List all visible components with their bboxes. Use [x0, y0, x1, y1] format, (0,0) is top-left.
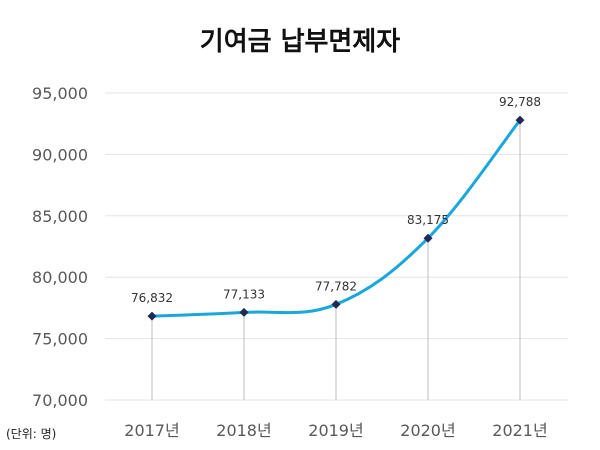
series-line: [150, 118, 522, 318]
data-label: 92,788: [499, 95, 541, 109]
y-axis-ticks: 70,000 75,000 80,000 85,000 90,000 95,000: [32, 84, 88, 410]
y-tick-label: 85,000: [32, 207, 88, 226]
y-tick-label: 70,000: [32, 391, 88, 410]
y-tick-label: 90,000: [32, 145, 88, 164]
data-label: 76,832: [131, 291, 173, 305]
x-tick-label: 2019년: [308, 421, 363, 440]
data-point-marker: [331, 299, 341, 309]
data-markers: [147, 115, 525, 321]
x-axis-ticks: 2017년 2018년 2019년 2020년 2021년: [124, 421, 547, 440]
data-label: 77,133: [223, 287, 265, 301]
chart-title: 기여금 납부면제자: [200, 27, 400, 57]
data-point-marker: [147, 311, 157, 321]
x-tick-label: 2021년: [492, 421, 547, 440]
data-label: 77,782: [315, 279, 357, 293]
y-tick-label: 75,000: [32, 330, 88, 349]
data-point-marker: [515, 115, 525, 125]
x-tick-label: 2017년: [124, 421, 179, 440]
drop-lines: [151, 120, 521, 400]
gridlines: [105, 92, 568, 401]
unit-note: (단위: 명): [6, 427, 56, 441]
data-label: 83,175: [407, 213, 449, 227]
x-tick-label: 2020년: [400, 421, 455, 440]
data-point-marker: [423, 233, 433, 243]
data-point-marker: [239, 307, 249, 317]
data-labels: 76,832 77,133 77,782 83,175 92,788: [131, 95, 541, 305]
y-tick-label: 80,000: [32, 268, 88, 287]
y-tick-label: 95,000: [32, 84, 88, 103]
series-line-path: [150, 118, 522, 318]
x-tick-label: 2018년: [216, 421, 271, 440]
